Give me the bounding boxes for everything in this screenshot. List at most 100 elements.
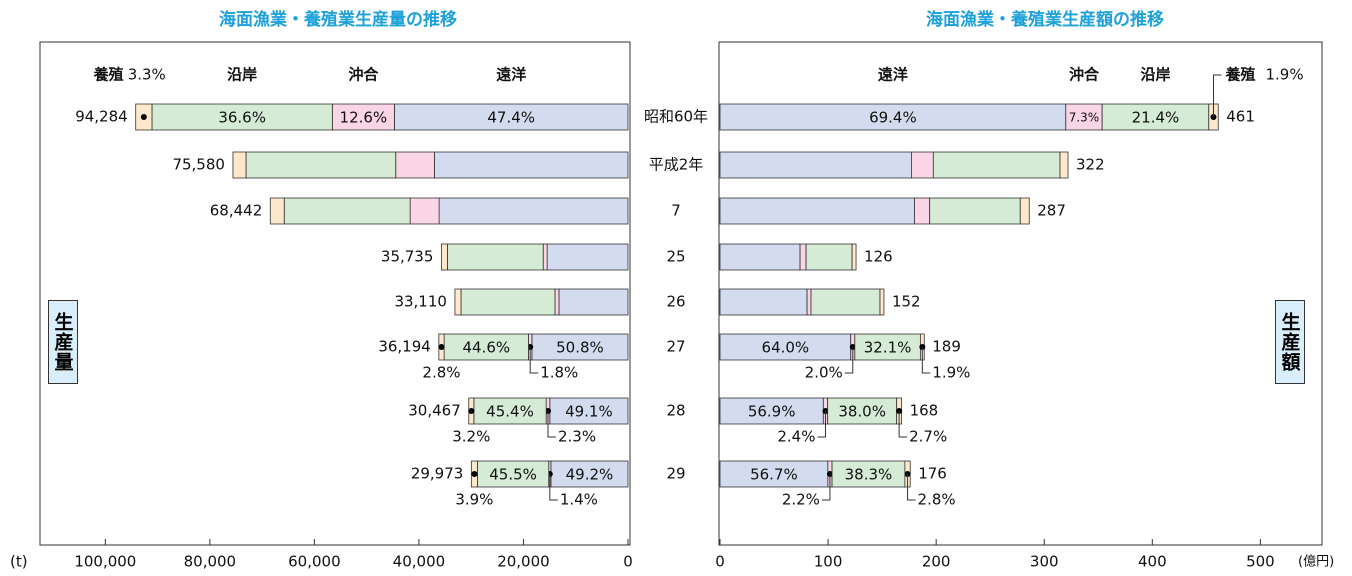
total-label: 68,442	[210, 202, 263, 220]
bar-segment	[554, 288, 560, 316]
total-label: 189	[932, 338, 961, 356]
legend-label: 沖合	[348, 66, 379, 84]
bar-segment	[719, 397, 824, 425]
bar-segment	[245, 151, 397, 179]
value-label: 1.4%	[560, 491, 598, 509]
bar-segment	[151, 103, 333, 131]
leader-line	[844, 347, 854, 374]
value-label: 38.3%	[845, 466, 893, 484]
bar-segment	[827, 397, 898, 425]
category-label: 29	[666, 465, 685, 483]
legend-label: 沖合	[1069, 66, 1100, 84]
bar-segment	[542, 243, 548, 271]
bar-segment	[911, 151, 934, 179]
value-label: 21.4%	[1132, 109, 1180, 127]
x-tick-label: 80,000	[184, 553, 237, 571]
x-tick-label: 400	[1138, 553, 1167, 571]
chart-title: 海面漁業・養殖業生産額の推移	[926, 9, 1164, 30]
bar-segment	[810, 288, 881, 316]
bar-segment	[232, 151, 247, 179]
label-dot	[471, 471, 478, 477]
bar-segment	[395, 151, 435, 179]
total-label: 287	[1037, 202, 1066, 220]
bar-segment	[434, 151, 629, 179]
value-label: 49.2%	[566, 466, 614, 484]
bar-segment	[854, 333, 921, 361]
value-label: 2.3%	[558, 428, 596, 446]
value-label: 49.1%	[565, 403, 613, 421]
value-label: 3.2%	[452, 428, 490, 446]
bar-segment	[454, 288, 462, 316]
category-label: 7	[671, 202, 681, 220]
right-frame	[718, 41, 1323, 546]
bar-segment	[550, 460, 629, 488]
label-dot	[468, 408, 475, 414]
bar-segment	[283, 197, 411, 225]
bar-segment	[460, 288, 556, 316]
bar-segment	[719, 151, 912, 179]
leader-line	[817, 411, 826, 438]
x-tick-label: 20,000	[497, 553, 550, 571]
value-label: 36.6%	[218, 109, 266, 127]
legend-label: 沿岸	[1140, 66, 1170, 84]
bar-segment	[473, 397, 547, 425]
unit-label: (t)	[10, 553, 28, 571]
bar-segment	[446, 243, 544, 271]
bar-segment	[806, 288, 812, 316]
value-label: 2.4%	[777, 428, 815, 446]
total-label: 176	[918, 465, 947, 483]
total-label: 75,580	[172, 156, 225, 174]
bar-segment	[409, 197, 440, 225]
bar-segment	[879, 288, 885, 316]
x-tick-label: 500	[1246, 553, 1275, 571]
value-label: 45.5%	[489, 466, 537, 484]
leader-line	[821, 474, 831, 501]
leader-line	[549, 474, 558, 501]
value-label: 1.9%	[1266, 66, 1304, 84]
legend-label: 遠洋	[878, 66, 908, 84]
total-label: 29,973	[411, 465, 464, 483]
leader-line	[529, 347, 539, 374]
legend-label: 沿岸	[227, 66, 257, 84]
leader-line	[898, 411, 908, 438]
category-label: 27	[666, 338, 685, 356]
total-label: 36,194	[378, 338, 431, 356]
total-label: 30,467	[408, 402, 461, 420]
bar-segment	[477, 460, 550, 488]
bar-segment	[1065, 103, 1103, 131]
value-label: 56.9%	[748, 403, 796, 421]
leader-line	[547, 411, 556, 438]
total-label: 168	[910, 402, 939, 420]
x-tick-label: 300	[1030, 553, 1059, 571]
category-label: 平成2年	[649, 156, 704, 174]
bar-segment	[438, 197, 629, 225]
bar-segment	[719, 103, 1067, 131]
bar-segment	[719, 243, 801, 271]
total-label: 126	[864, 248, 893, 266]
bar-segment	[719, 460, 829, 488]
x-tick-label: 0	[623, 553, 633, 571]
bar-segment	[558, 288, 629, 316]
value-label: 1.9%	[932, 364, 970, 382]
total-label: 94,284	[75, 108, 128, 126]
bar-segment	[531, 333, 629, 361]
bar-segment	[1059, 151, 1069, 179]
value-label: 2.8%	[918, 491, 956, 509]
legend-label: 遠洋	[496, 66, 526, 84]
value-label: 56.7%	[750, 466, 798, 484]
side-label: 生産量	[48, 300, 78, 384]
value-label: 3.9%	[455, 491, 493, 509]
leader-line	[907, 474, 916, 501]
left-frame	[39, 41, 631, 546]
bar-segment	[719, 288, 808, 316]
value-label: 64.0%	[762, 339, 810, 357]
bar-segment	[851, 243, 857, 271]
bar-segment	[331, 103, 395, 131]
value-label: 38.0%	[838, 403, 886, 421]
leader-line	[921, 347, 931, 374]
bar-segment	[546, 243, 629, 271]
bar-segment	[805, 243, 853, 271]
value-label: 50.8%	[556, 339, 604, 357]
total-label: 461	[1226, 108, 1255, 126]
